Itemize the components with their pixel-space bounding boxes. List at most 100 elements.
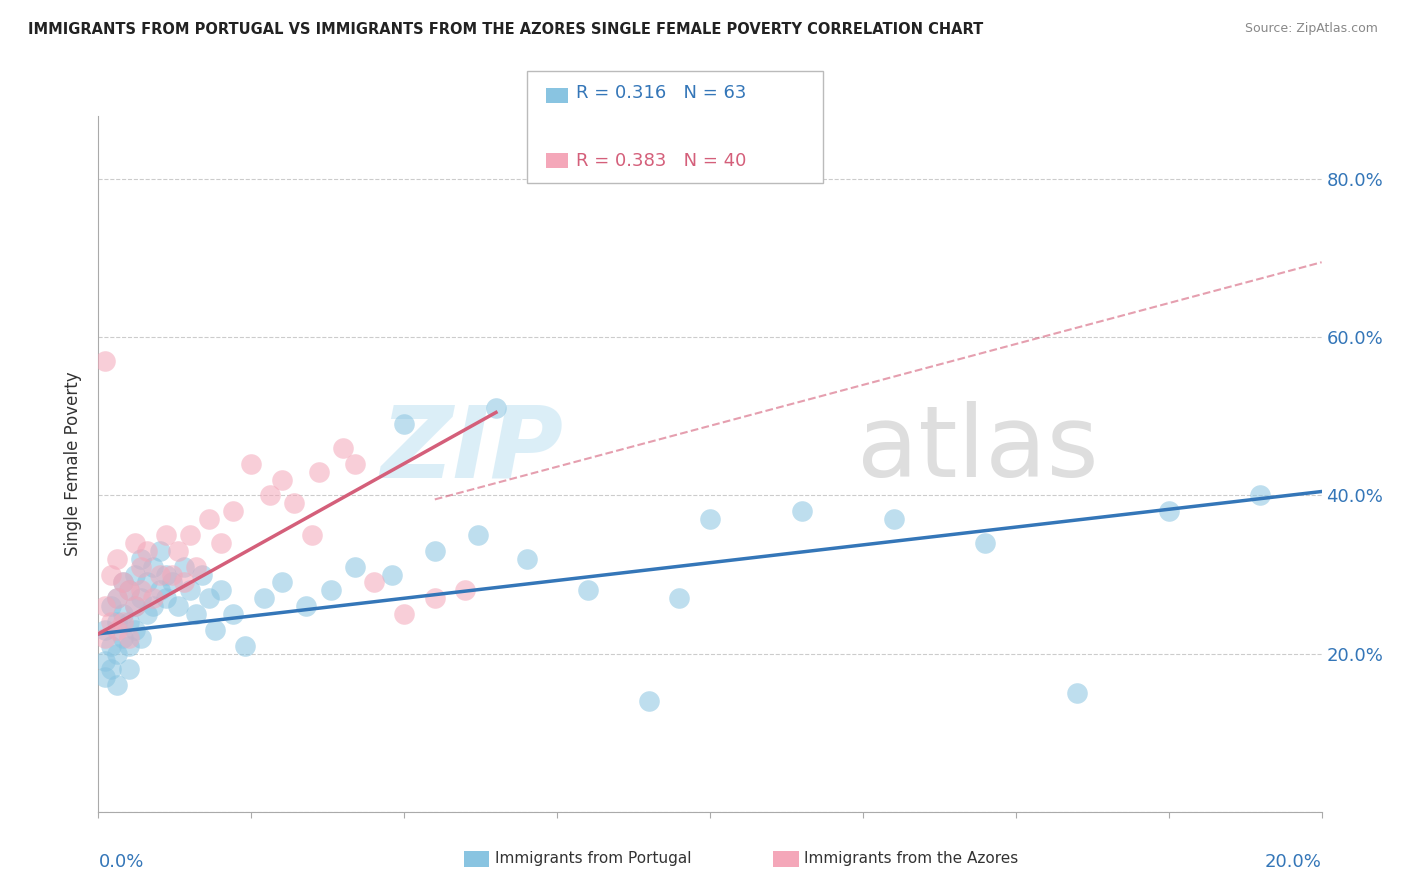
Point [295, 599, 318, 614]
Point [100, 639, 122, 653]
Point [167, 543, 190, 558]
Point [155, 528, 177, 542]
Point [111, 607, 134, 621]
Text: R = 0.383   N = 40: R = 0.383 N = 40 [576, 152, 747, 169]
Point [301, 528, 323, 542]
Point [136, 607, 159, 621]
Point [252, 591, 274, 606]
Point [155, 591, 177, 606]
Point [270, 473, 292, 487]
Point [344, 457, 367, 471]
Point [259, 488, 281, 502]
Point [124, 567, 146, 582]
Point [93, 655, 115, 669]
Point [124, 599, 146, 614]
Point [93, 354, 115, 368]
Point [204, 623, 226, 637]
Point [332, 441, 354, 455]
Point [1157, 504, 1180, 518]
Point [118, 583, 141, 598]
Point [100, 567, 122, 582]
Point [129, 551, 152, 566]
Point [392, 607, 416, 621]
Point [124, 623, 146, 637]
Point [136, 575, 159, 590]
Point [160, 567, 183, 582]
Point [105, 623, 128, 637]
Point [105, 615, 128, 629]
Point [974, 536, 997, 550]
Point [93, 670, 115, 684]
Point [93, 599, 115, 614]
Point [668, 591, 690, 606]
Point [173, 575, 195, 590]
Point [124, 536, 146, 550]
Point [105, 591, 128, 606]
Point [423, 543, 446, 558]
Point [129, 591, 152, 606]
Point [136, 543, 159, 558]
Point [118, 615, 141, 629]
Point [392, 417, 416, 432]
Point [381, 567, 404, 582]
Point [111, 631, 134, 645]
Point [167, 599, 190, 614]
Point [270, 575, 292, 590]
Point [222, 607, 245, 621]
Point [363, 575, 385, 590]
Point [209, 583, 232, 598]
Point [576, 583, 599, 598]
Text: Source: ZipAtlas.com: Source: ZipAtlas.com [1244, 22, 1378, 36]
Point [100, 615, 122, 629]
Point [467, 528, 489, 542]
Point [149, 543, 172, 558]
Point [100, 662, 122, 676]
Point [319, 583, 342, 598]
Point [118, 662, 141, 676]
Point [129, 559, 152, 574]
Point [124, 599, 146, 614]
Text: atlas: atlas [856, 401, 1098, 499]
Point [105, 678, 128, 692]
Point [105, 551, 128, 566]
Text: 0.0%: 0.0% [98, 854, 143, 871]
Point [105, 647, 128, 661]
Point [93, 631, 115, 645]
Point [637, 694, 661, 708]
Point [883, 512, 905, 526]
Point [155, 567, 177, 582]
Point [129, 631, 152, 645]
Point [344, 559, 367, 574]
Point [186, 607, 208, 621]
Point [197, 591, 219, 606]
Point [105, 591, 128, 606]
Point [160, 575, 183, 590]
Point [149, 583, 172, 598]
Y-axis label: Single Female Poverty: Single Female Poverty [65, 372, 83, 556]
Point [423, 591, 446, 606]
Text: ZIP: ZIP [380, 401, 564, 499]
Text: IMMIGRANTS FROM PORTUGAL VS IMMIGRANTS FROM THE AZORES SINGLE FEMALE POVERTY COR: IMMIGRANTS FROM PORTUGAL VS IMMIGRANTS F… [28, 22, 983, 37]
Point [1249, 488, 1271, 502]
Point [454, 583, 477, 598]
Point [179, 583, 201, 598]
Point [118, 583, 141, 598]
Point [142, 599, 165, 614]
Point [222, 504, 245, 518]
Point [233, 639, 256, 653]
Point [173, 559, 195, 574]
Point [100, 599, 122, 614]
Point [197, 512, 219, 526]
Text: Immigrants from Portugal: Immigrants from Portugal [495, 852, 692, 866]
Point [93, 623, 115, 637]
Text: R = 0.316   N = 63: R = 0.316 N = 63 [576, 84, 747, 102]
Point [118, 639, 141, 653]
Point [209, 536, 232, 550]
Point [142, 559, 165, 574]
Point [240, 457, 263, 471]
Point [283, 496, 305, 510]
Point [186, 559, 208, 574]
Point [111, 615, 134, 629]
Point [516, 551, 538, 566]
Point [1066, 686, 1088, 700]
